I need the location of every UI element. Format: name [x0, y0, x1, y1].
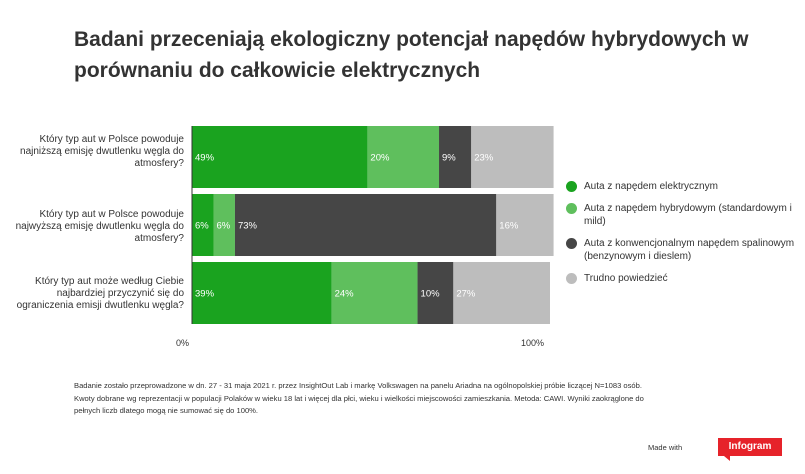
legend-swatch: [566, 273, 577, 284]
category-label: Który typ aut w Polsce powoduje najwyższ…: [15, 209, 184, 244]
legend-item-electric[interactable]: Auta z napędem elektrycznym: [566, 180, 801, 193]
legend-swatch: [566, 203, 577, 214]
bar-value-label: 49%: [195, 153, 215, 164]
legend-item-dont-know[interactable]: Trudno powiedzieć: [566, 272, 801, 285]
footnote-line: pełnych liczb dlatego mogą nie sumować s…: [74, 406, 259, 416]
legend-item-combustion[interactable]: Auta z konwencjonalnym napędem spalinowy…: [566, 237, 801, 263]
bar-value-label: 10%: [421, 289, 441, 300]
bar-value-label: 73%: [238, 221, 258, 232]
category-label: Który typ aut w Polsce powoduje najniższ…: [20, 134, 184, 169]
legend-swatch: [566, 238, 577, 249]
bar-segment[interactable]: [234, 194, 497, 256]
bar-segment[interactable]: [213, 194, 235, 256]
bar-segment[interactable]: [192, 126, 368, 188]
legend-label: Trudno powiedzieć: [584, 273, 668, 284]
infogram-logo[interactable]: Infogram: [718, 438, 782, 461]
legend: Auta z napędem elektrycznym Auta z napęd…: [566, 180, 801, 294]
bar-segment[interactable]: [367, 126, 440, 188]
bar-segment[interactable]: [331, 262, 418, 324]
bar-value-label: 27%: [456, 289, 476, 300]
footnote: Badanie zostało przeprowadzone w dn. 27 …: [74, 380, 764, 418]
bar-segment[interactable]: [496, 194, 554, 256]
bar-value-label: 16%: [499, 221, 519, 232]
legend-label: Auta z napędem elektrycznym: [584, 181, 718, 192]
made-with-text: Made with: [648, 443, 683, 452]
category-label: Który typ aut może według Ciebie najbard…: [16, 276, 184, 311]
legend-label: Auta z konwencjonalnym napędem spalinowy…: [584, 238, 795, 262]
bar-segment[interactable]: [192, 194, 214, 256]
legend-swatch: [566, 181, 577, 192]
bar-segment[interactable]: [417, 262, 454, 324]
bar-value-label: 9%: [442, 153, 456, 164]
bar-segment[interactable]: [192, 262, 332, 324]
bar-value-label: 20%: [370, 153, 390, 164]
bar-segment[interactable]: [439, 126, 472, 188]
bar-value-label: 24%: [335, 289, 355, 300]
bar-value-label: 6%: [195, 221, 209, 232]
bar-value-label: 23%: [474, 153, 494, 164]
legend-label: Auta z napędem hybrydowym (standardowym …: [584, 203, 792, 227]
chart-title: Badani przeceniają ekologiczny potencjał…: [74, 28, 749, 82]
bar-segment[interactable]: [453, 262, 550, 324]
bar-value-label: 39%: [195, 289, 215, 300]
legend-item-hybrid[interactable]: Auta z napędem hybrydowym (standardowym …: [566, 202, 801, 228]
x-tick-label-max: 100%: [521, 338, 545, 348]
bar-value-label: 6%: [216, 221, 230, 232]
x-tick-label-min: 0%: [176, 338, 190, 348]
bar-segment[interactable]: [471, 126, 554, 188]
footnote-line: Badanie zostało przeprowadzone w dn. 27 …: [74, 381, 642, 390]
footnote-line: Kwoty dobrane wg reprezentacji w populac…: [74, 393, 644, 403]
